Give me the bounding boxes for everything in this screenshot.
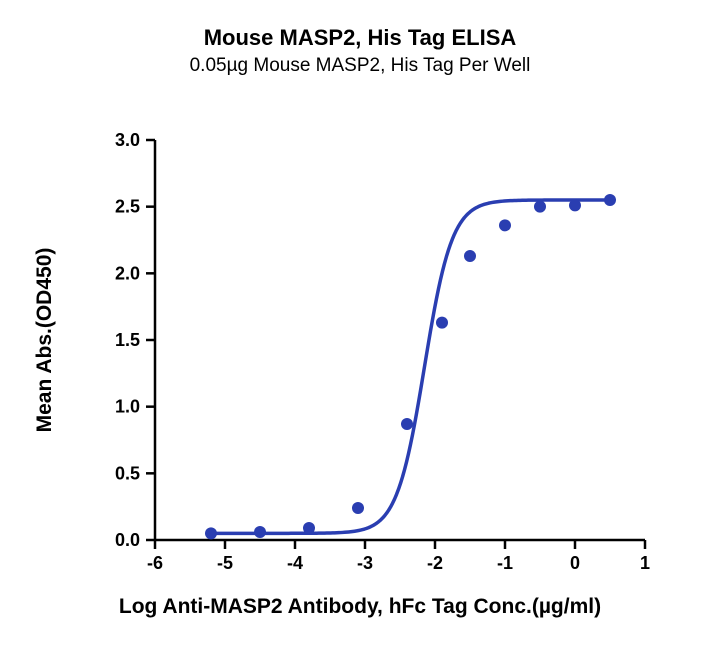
curve-group bbox=[211, 200, 610, 533]
x-tick-label: 0 bbox=[570, 553, 580, 573]
y-tick-label: 2.0 bbox=[115, 263, 140, 283]
x-tick-label: -5 bbox=[217, 553, 233, 573]
y-tick-label: 1.5 bbox=[115, 330, 140, 350]
data-point bbox=[604, 194, 616, 206]
data-point bbox=[352, 502, 364, 514]
y-tick-label: 0.0 bbox=[115, 530, 140, 550]
data-point bbox=[254, 526, 266, 538]
x-tick-label: -6 bbox=[147, 553, 163, 573]
x-tick-label: -2 bbox=[427, 553, 443, 573]
x-tick-label: 1 bbox=[640, 553, 650, 573]
y-tick-label: 2.5 bbox=[115, 197, 140, 217]
data-point bbox=[499, 219, 511, 231]
data-point bbox=[464, 250, 476, 262]
data-point bbox=[534, 201, 546, 213]
data-point bbox=[205, 527, 217, 539]
fit-curve bbox=[211, 200, 610, 533]
y-tick-label: 3.0 bbox=[115, 130, 140, 150]
x-tick-label: -3 bbox=[357, 553, 373, 573]
data-point bbox=[569, 199, 581, 211]
points-group bbox=[205, 194, 616, 539]
plot-svg: -6 -5 -4 -3 -2 -1 0 1 0.0 0.5 1.0 1.5 2.0 2.5 3.0 bbox=[0, 0, 720, 666]
y-tick-label: 0.5 bbox=[115, 463, 140, 483]
x-tick-label: -1 bbox=[497, 553, 513, 573]
data-point bbox=[303, 522, 315, 534]
data-point bbox=[436, 317, 448, 329]
data-point bbox=[401, 418, 413, 430]
chart-container: Mouse MASP2, His Tag ELISA 0.05µg Mouse … bbox=[0, 0, 720, 666]
ticklabels-group: -6 -5 -4 -3 -2 -1 0 1 0.0 0.5 1.0 1.5 2.0 2.5 3.0 bbox=[115, 130, 650, 573]
x-axis-title: Log Anti-MASP2 Antibody, hFc Tag Conc.(µ… bbox=[0, 595, 720, 619]
y-axis-title: Mean Abs.(OD450) bbox=[33, 140, 57, 540]
x-tick-label: -4 bbox=[287, 553, 303, 573]
y-tick-label: 1.0 bbox=[115, 397, 140, 417]
